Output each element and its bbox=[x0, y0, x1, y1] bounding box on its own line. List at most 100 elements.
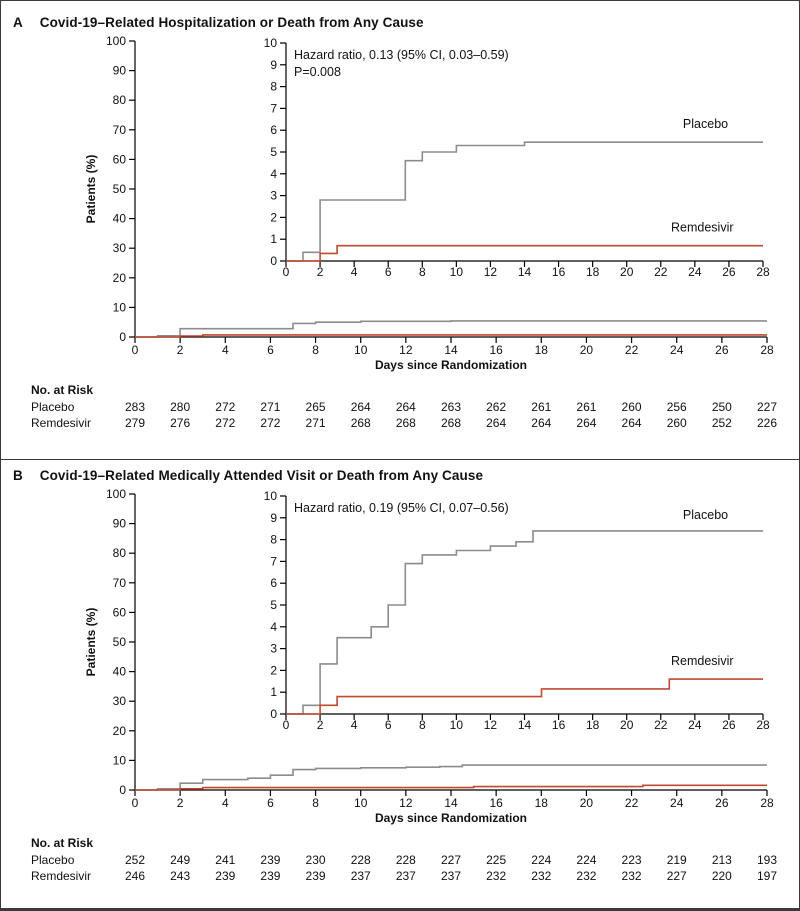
risk-value: 224 bbox=[531, 853, 551, 867]
main-y-tick-label: 70 bbox=[113, 576, 127, 590]
main-x-tick-label: 2 bbox=[177, 796, 184, 810]
risk-value: 227 bbox=[667, 869, 687, 883]
x-axis-title: Days since Randomization bbox=[375, 358, 527, 372]
inset-x-tick-label: 14 bbox=[518, 718, 532, 732]
risk-value: 272 bbox=[215, 416, 235, 430]
risk-value: 264 bbox=[351, 400, 371, 414]
inset-y-tick-label: 9 bbox=[270, 511, 277, 525]
risk-value: 213 bbox=[712, 853, 732, 867]
main-y-tick-label: 60 bbox=[113, 605, 127, 619]
main-x-tick-label: 28 bbox=[760, 796, 774, 810]
main-x-tick-label: 26 bbox=[715, 796, 729, 810]
inset-x-tick-label: 8 bbox=[419, 265, 426, 279]
panel-a-title: A Covid-19–Related Hospitalization or De… bbox=[13, 15, 424, 30]
hazard-ratio-annotation: P=0.008 bbox=[294, 65, 341, 79]
risk-value: 243 bbox=[170, 869, 190, 883]
inset-x-tick-label: 6 bbox=[385, 718, 392, 732]
risk-value: 272 bbox=[215, 400, 235, 414]
risk-value: 232 bbox=[531, 869, 551, 883]
y-axis-title: Patients (%) bbox=[84, 155, 98, 224]
risk-value: 241 bbox=[215, 853, 235, 867]
inset-x-tick-label: 10 bbox=[450, 718, 464, 732]
risk-value: 260 bbox=[622, 400, 642, 414]
inset-y-tick-label: 10 bbox=[264, 489, 278, 503]
risk-value: 237 bbox=[441, 869, 461, 883]
inset-y-tick-label: 4 bbox=[270, 167, 277, 181]
risk-value: 264 bbox=[576, 416, 596, 430]
inset-x-tick-label: 8 bbox=[419, 718, 426, 732]
main-x-tick-label: 22 bbox=[625, 343, 639, 357]
risk-value: 262 bbox=[486, 400, 506, 414]
main-x-tick-label: 4 bbox=[222, 343, 229, 357]
risk-value: 239 bbox=[260, 869, 280, 883]
risk-value: 264 bbox=[396, 400, 416, 414]
main-y-tick-label: 50 bbox=[113, 182, 127, 196]
inset-curve-placebo bbox=[286, 530, 763, 715]
risk-value: 264 bbox=[531, 416, 551, 430]
risk-value: 268 bbox=[351, 416, 371, 430]
inset-x-tick-label: 16 bbox=[552, 718, 566, 732]
risk-value: 268 bbox=[396, 416, 416, 430]
risk-value: 223 bbox=[622, 853, 642, 867]
panel-b: B Covid-19–Related Medically Attended Vi… bbox=[1, 459, 799, 907]
risk-value: 219 bbox=[667, 853, 687, 867]
main-x-tick-label: 12 bbox=[399, 343, 413, 357]
risk-value: 197 bbox=[757, 869, 777, 883]
hazard-ratio-annotation: Hazard ratio, 0.19 (95% CI, 0.07–0.56) bbox=[294, 501, 509, 515]
risk-row-label-placebo: Placebo bbox=[31, 853, 75, 867]
risk-value: 264 bbox=[622, 416, 642, 430]
series-label-placebo: Placebo bbox=[683, 117, 728, 131]
main-y-tick-label: 0 bbox=[119, 783, 126, 797]
risk-value: 268 bbox=[441, 416, 461, 430]
main-x-tick-label: 28 bbox=[760, 343, 774, 357]
y-axis-title: Patients (%) bbox=[84, 608, 98, 677]
main-x-tick-label: 10 bbox=[354, 796, 368, 810]
inset-y-tick-label: 7 bbox=[270, 554, 277, 568]
main-x-tick-label: 22 bbox=[625, 796, 639, 810]
main-x-tick-label: 6 bbox=[267, 796, 274, 810]
inset-y-tick-label: 1 bbox=[270, 685, 277, 699]
inset-x-tick-label: 22 bbox=[654, 265, 668, 279]
main-x-tick-label: 0 bbox=[132, 796, 139, 810]
main-y-tick-label: 90 bbox=[113, 64, 127, 78]
inset-x-tick-label: 12 bbox=[484, 265, 498, 279]
inset-y-tick-label: 0 bbox=[270, 707, 277, 721]
main-y-tick-label: 70 bbox=[113, 123, 127, 137]
main-curve-placebo bbox=[135, 320, 767, 338]
risk-value: 280 bbox=[170, 400, 190, 414]
risk-value: 279 bbox=[125, 416, 145, 430]
inset-x-tick-label: 26 bbox=[722, 265, 736, 279]
risk-value: 283 bbox=[125, 400, 145, 414]
panel-a-title-text: Covid-19–Related Hospitalization or Deat… bbox=[39, 15, 424, 30]
main-y-tick-label: 10 bbox=[113, 300, 127, 314]
risk-value: 232 bbox=[622, 869, 642, 883]
inset-x-tick-label: 20 bbox=[620, 718, 634, 732]
inset-y-tick-label: 9 bbox=[270, 58, 277, 72]
risk-value: 228 bbox=[396, 853, 416, 867]
main-y-tick-label: 30 bbox=[113, 694, 127, 708]
risk-table-heading: No. at Risk bbox=[31, 383, 93, 397]
inset-y-tick-label: 2 bbox=[270, 210, 277, 224]
main-x-tick-label: 16 bbox=[489, 343, 503, 357]
main-curve-remdesivir bbox=[135, 334, 767, 338]
inset-x-tick-label: 4 bbox=[351, 265, 358, 279]
main-x-tick-label: 18 bbox=[535, 796, 549, 810]
main-x-tick-label: 12 bbox=[399, 796, 413, 810]
main-y-tick-label: 100 bbox=[106, 487, 126, 501]
main-x-tick-label: 4 bbox=[222, 796, 229, 810]
main-x-tick-label: 24 bbox=[670, 796, 684, 810]
risk-value: 264 bbox=[486, 416, 506, 430]
risk-value: 220 bbox=[712, 869, 732, 883]
inset-y-tick-label: 6 bbox=[270, 576, 277, 590]
inset-x-tick-label: 6 bbox=[385, 265, 392, 279]
inset-x-tick-label: 12 bbox=[484, 718, 498, 732]
risk-value: 228 bbox=[351, 853, 371, 867]
main-y-tick-label: 10 bbox=[113, 753, 127, 767]
risk-value: 271 bbox=[260, 400, 280, 414]
inset-y-tick-label: 3 bbox=[270, 189, 277, 203]
risk-value: 232 bbox=[576, 869, 596, 883]
main-x-tick-label: 10 bbox=[354, 343, 368, 357]
risk-value: 237 bbox=[396, 869, 416, 883]
risk-value: 225 bbox=[486, 853, 506, 867]
